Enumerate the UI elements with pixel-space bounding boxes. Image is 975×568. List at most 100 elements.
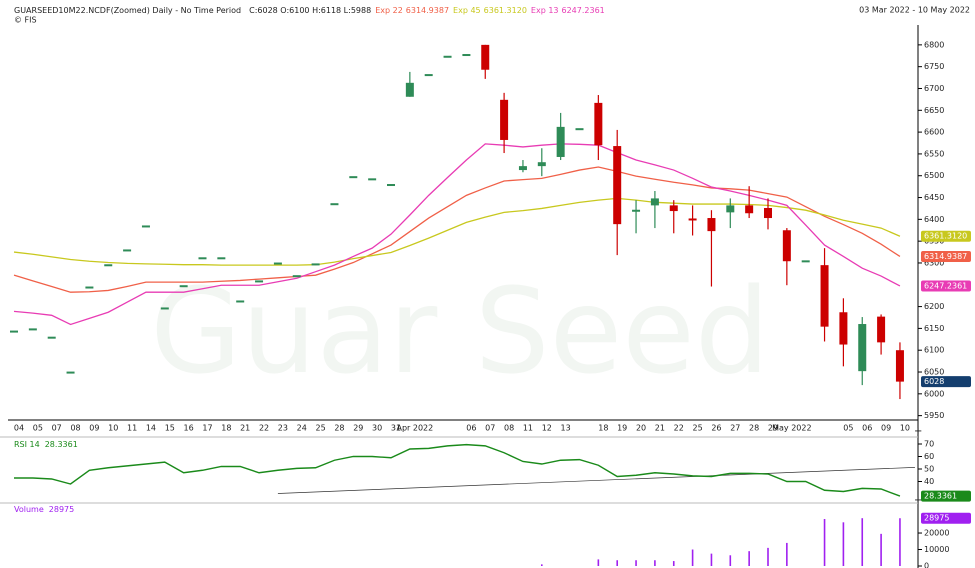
candle-body <box>820 265 829 327</box>
x-tick-label: May 2022 <box>772 424 811 433</box>
volume-badge-bg <box>921 512 971 524</box>
candle-body <box>726 205 735 213</box>
x-tick-label: 29 <box>768 424 778 433</box>
x-tick-label: 15 <box>165 424 175 433</box>
ohlc: C:6028 O:6100 H:6118 L:5988 <box>249 6 371 15</box>
date-range: 03 Mar 2022 - 10 May 2022 <box>859 6 970 15</box>
x-tick-label: 22 <box>674 424 684 433</box>
volume-bar <box>691 549 694 566</box>
series-badge-bg <box>921 230 971 242</box>
y-tick-label: 6150 <box>924 324 944 333</box>
crosshair-icon: + <box>914 426 922 437</box>
y-tick-label: 5950 <box>924 411 944 420</box>
x-tick-label: 18 <box>598 424 608 433</box>
x-tick-label: 11 <box>523 424 533 433</box>
source: © FIS <box>14 16 37 25</box>
candle-body <box>104 264 113 267</box>
y-tick-label: 6300 <box>924 258 944 267</box>
x-tick-label: 28 <box>749 424 759 433</box>
rsi-value: 28.3361 <box>45 440 78 449</box>
candle-body <box>575 128 584 131</box>
candle-body <box>66 371 75 374</box>
x-tick-label: 26 <box>711 424 721 433</box>
y-tick-label: 6100 <box>924 346 944 355</box>
candle-body <box>368 178 377 181</box>
x-tick-label: 10 <box>108 424 118 433</box>
x-tick-label: 07 <box>485 424 495 433</box>
candle-body <box>292 275 301 278</box>
x-tick-label: 04 <box>14 424 24 433</box>
x-tick-label: 08 <box>504 424 514 433</box>
x-tick-label: 30 <box>372 424 382 433</box>
volume-bar <box>748 551 750 566</box>
candle-body <box>198 257 207 260</box>
y-tick-label: 6550 <box>924 149 944 158</box>
y-tick-label: 6800 <box>924 40 944 49</box>
x-tick-label: 11 <box>127 424 137 433</box>
candle-body <box>613 146 622 225</box>
candle-body <box>160 307 169 310</box>
legend-name: Exp 13 <box>531 6 559 15</box>
x-tick-label: 24 <box>297 424 307 433</box>
volume-bar <box>597 559 600 566</box>
y-tick-label: 6200 <box>924 302 944 311</box>
x-tick-label: 31 <box>391 424 401 433</box>
y-tick-label: 20000 <box>924 529 949 538</box>
candle-body <box>349 176 358 179</box>
y-tick-label: 6000 <box>924 389 944 398</box>
volume-bar <box>729 555 732 566</box>
candle-body <box>273 262 282 265</box>
header: GUARSEED10M22.NCDF(Zoomed) Daily - No Ti… <box>14 6 605 15</box>
candle-body <box>707 218 716 232</box>
y-tick-label: 6600 <box>924 128 944 137</box>
x-tick-label: 09 <box>881 424 891 433</box>
x-tick-label: 27 <box>730 424 740 433</box>
candle-body <box>632 209 641 212</box>
rsi-badge: 28.3361 <box>924 492 957 501</box>
candle-body <box>141 225 150 228</box>
candle-body <box>782 230 791 262</box>
volume-label: Volume 28975 <box>14 505 74 514</box>
y-tick-label: 70 <box>924 440 934 449</box>
candle-body <box>123 249 132 252</box>
candle-body <box>669 205 678 212</box>
candle-body <box>424 74 433 77</box>
legend-value: 6247.2361 <box>562 6 605 15</box>
trendline <box>277 467 915 494</box>
watermark: Guar Seed <box>150 262 770 400</box>
x-tick-label: 12 <box>542 424 552 433</box>
last-price-badge: 6028 <box>924 377 944 386</box>
volume-name: Volume <box>14 505 44 514</box>
title: GUARSEED10M22.NCDF(Zoomed) Daily - No Ti… <box>14 6 241 15</box>
x-tick-label: 13 <box>561 424 571 433</box>
y-tick-label: 10000 <box>924 545 949 554</box>
ema-line <box>13 166 901 293</box>
last-price-badge-bg <box>921 376 971 388</box>
y-tick-label: 40 <box>924 477 934 486</box>
candle-body <box>179 285 188 288</box>
x-tick-label: 20 <box>636 424 646 433</box>
volume-bar <box>861 518 864 566</box>
series-badge: 6361.3120 <box>924 232 967 241</box>
candle-body <box>28 328 37 331</box>
legend-name: Exp 45 <box>453 6 481 15</box>
ema-line <box>13 197 901 266</box>
volume-bar <box>786 542 788 566</box>
rsi-line <box>14 443 901 497</box>
rsi-name: RSI 14 <box>14 440 40 449</box>
candle-body <box>405 82 414 97</box>
x-tick-label: 17 <box>202 424 212 433</box>
candle-body <box>85 286 94 289</box>
x-tick-label: 06 <box>862 424 872 433</box>
x-tick-label: 23 <box>278 424 288 433</box>
candle-body <box>236 300 245 303</box>
y-tick-label: 6750 <box>924 62 944 71</box>
x-tick-label: 21 <box>240 424 250 433</box>
candle-body <box>387 184 395 187</box>
candle-body <box>839 312 848 345</box>
candle-body <box>518 166 527 171</box>
y-tick-label: 60 <box>924 452 934 461</box>
y-tick-label: 6650 <box>924 106 944 115</box>
x-tick-label: 06 <box>466 424 476 433</box>
